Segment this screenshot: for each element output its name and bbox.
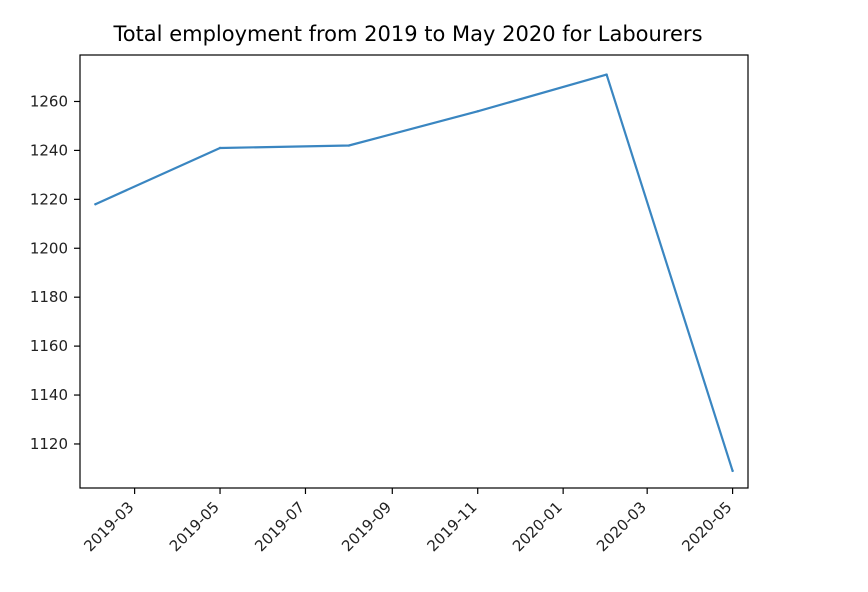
chart-title: Total employment from 2019 to May 2020 f… (112, 22, 702, 46)
x-axis: 2019-03 2019-05 2019-07 2019-09 2019-11 2020-… (80, 488, 735, 555)
x-tick-label: 2019-05 (166, 498, 223, 555)
x-tick-label: 2019-07 (251, 498, 308, 555)
y-tick-label: 1220 (30, 190, 68, 208)
plot-area-frame (79, 54, 749, 489)
x-tick-label: 2020-01 (509, 498, 566, 555)
y-tick-label: 1200 (30, 239, 68, 257)
x-tick-label: 2020-03 (593, 498, 650, 555)
y-tick-label: 1140 (30, 386, 68, 404)
y-tick-label: 1260 (30, 92, 68, 110)
data-point (218, 146, 222, 150)
data-point (605, 73, 608, 76)
data-point (476, 110, 479, 113)
y-tick-label: 1160 (30, 337, 68, 355)
data-point (347, 144, 351, 147)
x-tick-label: 2020-05 (678, 498, 735, 555)
y-tick-label: 1240 (30, 141, 68, 159)
x-tick-label: 2019-11 (423, 498, 480, 555)
x-tick-label: 2019-03 (80, 498, 137, 555)
x-tick-label: 2019-09 (338, 498, 395, 555)
data-point (94, 203, 97, 206)
y-axis: 1120 1140 1160 1180 1200 1220 1240 1260 (30, 92, 80, 453)
data-point (731, 469, 734, 473)
series-layer (94, 73, 734, 473)
y-tick-label: 1120 (30, 435, 68, 453)
series-line (94, 73, 734, 472)
y-tick-label: 1180 (30, 288, 68, 306)
